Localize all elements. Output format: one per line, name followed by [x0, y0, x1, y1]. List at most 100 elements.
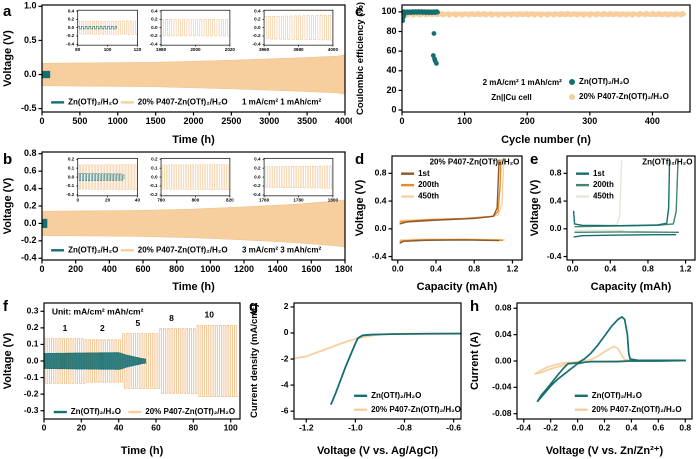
x-tick-label: 1400 — [268, 264, 288, 274]
annotation-a-0: 1 mA/cm² 1 mAh/cm² — [242, 97, 321, 106]
y-tick-label: -0.2 — [150, 192, 158, 197]
panel-b-label: b — [3, 151, 12, 168]
d-x-axis-label: Capacity (mAh) — [417, 281, 498, 293]
y-tick-label: 0.1 — [151, 165, 158, 170]
series-group — [399, 159, 505, 244]
e-y-axis-label: Voltage (V) — [529, 179, 541, 236]
y-tick-label: 0.2 — [24, 200, 37, 210]
y-tick-label: -0.4 — [150, 42, 158, 47]
legend-item-b-0: Zn(OTf)₂/H₂O — [51, 245, 118, 254]
x-tick-label: -0.6 — [446, 423, 461, 433]
y-tick-label: 0.4 — [151, 8, 158, 13]
x-tick-label: 60 — [151, 423, 161, 433]
y-tick-label: 0.1 — [27, 339, 39, 349]
panel-a: 0 500 1000 1500 2000 2500 3000 3500 4000 1.0 0.5 0.… — [0, 0, 355, 148]
legend-label: Zn(OTf)₂/H₂O — [579, 77, 629, 86]
b-y-axis-label: Voltage (V) — [2, 177, 14, 234]
annotation-f-5: 10 — [205, 310, 215, 320]
y-tick-label: 0.1 — [68, 165, 75, 170]
y-tick-label: 0 — [391, 104, 396, 114]
x-tick-label: 120 — [134, 47, 142, 52]
panel-h-label: h — [470, 298, 479, 315]
x-tick-label: 100 — [224, 423, 238, 433]
a-y-axis-label: Voltage (V) — [2, 30, 14, 87]
y-tick-label: 0.2 — [151, 156, 158, 161]
y-tick-label: 0.5 — [24, 35, 37, 45]
x-tick-label: 0 — [76, 198, 79, 203]
y-tick-label: -0.5 — [21, 103, 37, 113]
legend-label: 450th — [418, 192, 439, 201]
panel-f-label: f — [3, 298, 9, 315]
squarewave-series — [161, 19, 230, 37]
y-tick-label: 0.0 — [375, 223, 387, 233]
legend-label: 20% P407-Zn(OTf)₂/H₂O — [145, 407, 235, 416]
legend-item-c-1: 20% P407-Zn(OTf)₂/H₂O — [569, 92, 669, 101]
h-y-axis-label: Current (A) — [469, 332, 481, 390]
legend-label: Zn(OTf)₂/H₂O — [71, 407, 121, 416]
y-tick-label: 0.0 — [254, 174, 261, 179]
line-series — [399, 239, 500, 244]
line-series — [399, 159, 500, 225]
panel-e-label: e — [530, 151, 538, 168]
series-group — [42, 54, 345, 95]
x-tick-label: 0.8 — [642, 264, 654, 274]
x-tick-label: 0.4 — [430, 264, 442, 274]
y-tick-label: 0.0 — [24, 218, 37, 228]
x-tick-label: 600 — [135, 264, 150, 274]
squarewave-series — [161, 164, 230, 190]
y-tick-label: -0.4 — [253, 42, 261, 47]
y-tick-label: -0.3 — [24, 405, 39, 415]
c-x-axis-label: Cycle number (n) — [501, 134, 591, 146]
y-tick-label: -0.2 — [66, 192, 74, 197]
x-tick-label: 1780 — [293, 198, 304, 203]
y-tick-label: 40 — [386, 65, 396, 75]
squarewave-series — [264, 165, 333, 189]
axis-frame — [391, 155, 523, 261]
c-y-axis-label: Coulombic efficiency (%) — [355, 2, 366, 115]
x-tick-label: 200 — [68, 264, 83, 274]
y-tick-label: -0.4 — [372, 251, 387, 261]
y-tick-label: 0.4 — [24, 183, 37, 193]
squarewave-series — [264, 15, 333, 41]
h-x-axis-label: Voltage (V vs. Zn/Zn²⁺) — [546, 445, 664, 457]
annotation-c-0: 2 mA/cm² 1 mAh/cm² — [483, 78, 562, 87]
x-tick-label: 40 — [135, 198, 141, 203]
x-tick-label: -0.8 — [397, 423, 412, 433]
annotation-e-0: Zn(OTf)₂/H₂O — [642, 157, 692, 166]
y-tick-label: 80 — [386, 26, 396, 36]
g-y-axis-label: Current density (mA/cm²) — [249, 304, 260, 418]
y-tick-label: -0.4 — [547, 251, 562, 261]
panel-a-chart: 0 500 1000 1500 2000 2500 3000 3500 4000 1.0 0.5 0.… — [2, 1, 355, 146]
annotation-f-2: 2 — [100, 323, 105, 333]
series-group — [44, 324, 239, 398]
series-group — [161, 164, 230, 190]
legend-item-f-1: 20% P407-Zn(OTf)₂/H₂O — [128, 407, 235, 416]
squarewave-series — [77, 26, 117, 30]
panel-a-inset-1: 80 100 120 0.4 0.2 0.0 -0.2 -0.4 — [66, 8, 141, 52]
annotation-f-3: 5 — [135, 318, 140, 328]
panel-h: -0.4 -0.2 0.0 0.2 0.4 0.6 0.8 0.08 0.04 0.00 -0.04… — [467, 295, 700, 459]
series-group — [42, 199, 345, 248]
panel-g-label: g — [249, 298, 258, 315]
y-tick-label: -0.1 — [150, 183, 158, 188]
legend-item-g-1: 20% P407-Zn(OTf)₂/H₂O — [354, 405, 461, 414]
scatter-point — [431, 31, 437, 36]
series-group — [572, 159, 680, 238]
x-tick-label: 820 — [226, 198, 234, 203]
x-tick-label: 200 — [520, 116, 535, 126]
band-series — [42, 54, 345, 95]
y-tick-label: -6 — [281, 405, 289, 415]
plot-area — [294, 303, 461, 419]
legend-item-d-1: 200th — [401, 180, 439, 189]
y-tick-label: 0.0 — [254, 25, 261, 30]
x-tick-label: 1500 — [146, 116, 166, 126]
y-tick-label: -0.2 — [253, 33, 261, 38]
x-tick-label: 1800 — [335, 264, 352, 274]
series-group — [161, 19, 230, 37]
annotation-b-0: 3 mA/cm² 3 mAh/cm² — [242, 245, 321, 254]
plot-area — [392, 156, 522, 260]
annotation-f-4: 8 — [169, 313, 174, 323]
annotation-f-1: 1 — [63, 323, 68, 333]
panel-g-chart: -1.2 -1.0 -0.8 -0.6 2 0 -2 -4 -6 Voltage (V vs. A… — [249, 298, 462, 457]
